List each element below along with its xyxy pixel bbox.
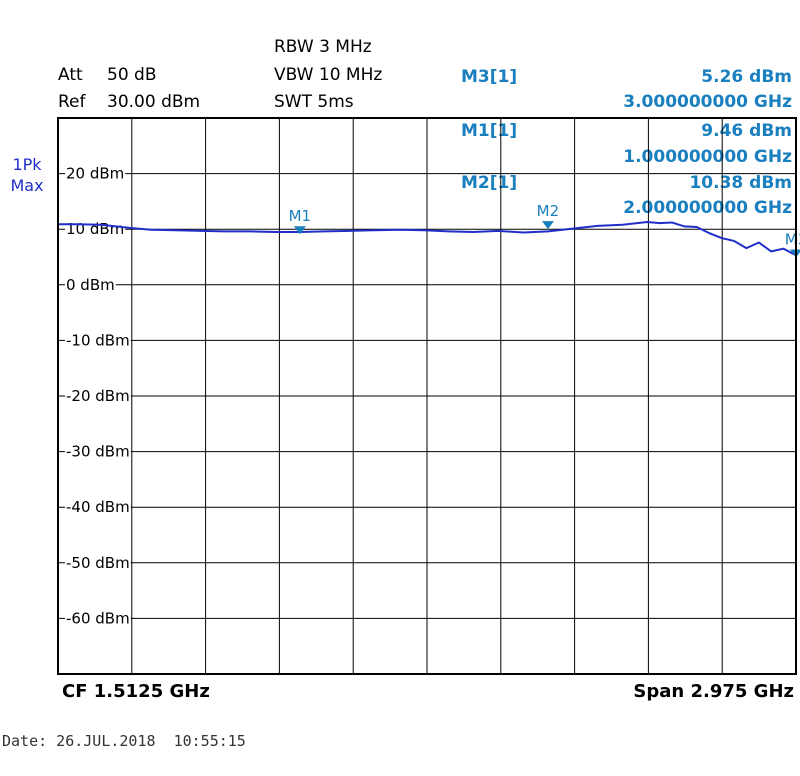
marker-m2-text: M2 [537, 202, 560, 220]
swt-setting: SWT 5ms [274, 92, 354, 112]
y-tick-label: -20 dBm [66, 387, 130, 405]
marker-m2-label: M2[1] [461, 173, 518, 193]
y-tick-label: 10 dBm [66, 220, 124, 238]
y-tick-label-bg [65, 387, 131, 405]
center-frequency: CF 1.5125 GHz [62, 681, 210, 702]
y-tick-label: -30 dBm [66, 443, 130, 461]
y-tick-label-bg [65, 609, 131, 628]
y-tick-label-bg [65, 498, 131, 517]
y-tick-label-bg [65, 164, 126, 183]
trace-mode-label: 1Pk Max [4, 154, 50, 196]
y-tick-label: 0 dBm [66, 276, 115, 294]
marker-m1-level: 9.46 dBm [701, 121, 792, 141]
span: Span 2.975 GHz [633, 681, 794, 702]
y-tick-label-bg [65, 275, 116, 294]
trace-mode-line1: 1Pk [12, 155, 42, 174]
ref-value: 30.00 dBm [107, 92, 201, 112]
marker-m1-text: M1 [289, 207, 312, 225]
y-tick-label: -10 dBm [66, 331, 130, 349]
grid [58, 118, 796, 674]
y-tick-label: 20 dBm [66, 165, 124, 183]
marker-m3-freq: 3.000000000 GHz [623, 92, 792, 112]
marker-m3-label: M3[1] [461, 67, 518, 87]
marker-m2-level: 10.38 dBm [689, 173, 792, 193]
marker-m1-label: M1[1] [461, 121, 518, 141]
y-tick-label: -40 dBm [66, 498, 130, 516]
y-tick-labels: 20 dBm 10 dBm 0 dBm -10 dBm -20 dBm -30 dBm -4… [65, 164, 131, 628]
y-tick-label-bg [65, 553, 131, 572]
y-tick-label-bg [65, 331, 131, 350]
marker-m3-text: M3 [785, 231, 800, 249]
y-tick-label: -60 dBm [66, 609, 130, 627]
y-tick-label-bg [65, 442, 131, 461]
date-stamp: Date: 26.JUL.2018 10:55:15 [2, 732, 246, 750]
rbw-setting: RBW 3 MHz [274, 37, 372, 57]
marker-m2-symbol [541, 221, 554, 230]
att-value: 50 dB [107, 65, 157, 85]
marker-m1-freq: 1.000000000 GHz [623, 147, 792, 167]
vbw-setting: VBW 10 MHz [274, 65, 383, 85]
plot-frame [57, 117, 797, 675]
trace-line [58, 220, 797, 257]
ref-label: Ref [58, 92, 86, 112]
att-label: Att [58, 65, 83, 85]
trace-mode-line2: Max [10, 176, 44, 195]
marker-m1-symbol [293, 226, 306, 235]
marker-m2-freq: 2.000000000 GHz [623, 198, 792, 218]
marker-m3-level: 5.26 dBm [701, 67, 792, 87]
y-tick-label: -50 dBm [66, 554, 130, 572]
